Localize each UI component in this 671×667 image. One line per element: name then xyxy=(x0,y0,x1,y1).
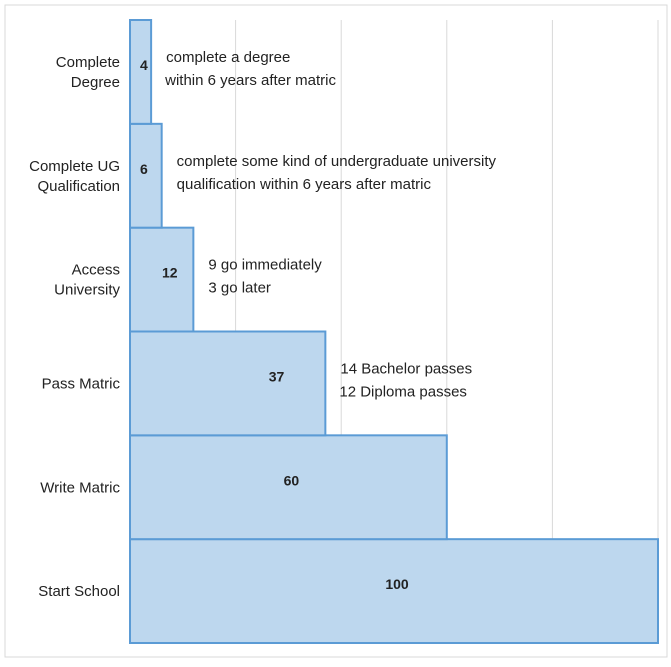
category-label: Access xyxy=(72,262,120,279)
bar-pass-matric xyxy=(129,330,327,437)
value-label: 100 xyxy=(385,576,409,592)
category-label: Write Matric xyxy=(40,479,120,496)
value-label: 4 xyxy=(140,57,148,73)
value-label: 12 xyxy=(162,265,178,281)
chart-frame xyxy=(4,4,668,658)
annotation-label: complete some kind of undergraduate univ… xyxy=(177,153,497,170)
category-label: Complete xyxy=(56,54,120,71)
annotation-label: 12 Diploma passes xyxy=(339,383,467,400)
annotation-label: 14 Bachelor passes xyxy=(340,360,472,377)
category-label: Start School xyxy=(38,583,120,600)
annotation-label: complete a degree xyxy=(166,49,290,66)
value-label: 60 xyxy=(284,472,300,488)
labels: Start School 100 Write Matric 60 Pass Matric… xyxy=(29,49,496,600)
category-label: University xyxy=(54,282,120,299)
annotation-label: 9 go immediately xyxy=(208,257,322,274)
category-label: Qualification xyxy=(37,178,120,195)
value-label: 37 xyxy=(269,368,285,384)
category-label: Degree xyxy=(71,74,120,91)
annotation-label: qualification within 6 years after matri… xyxy=(177,176,432,193)
bar-access-university xyxy=(129,226,195,333)
annotation-label: within 6 years after matric xyxy=(164,72,336,89)
bar-write-matric xyxy=(129,434,448,541)
value-label: 6 xyxy=(140,161,148,177)
category-label: Complete UG xyxy=(29,158,120,175)
category-label: Pass Matric xyxy=(42,375,121,392)
annotation-label: 3 go later xyxy=(208,280,271,297)
bar-complete-degree xyxy=(129,19,153,125)
bars xyxy=(129,19,659,645)
